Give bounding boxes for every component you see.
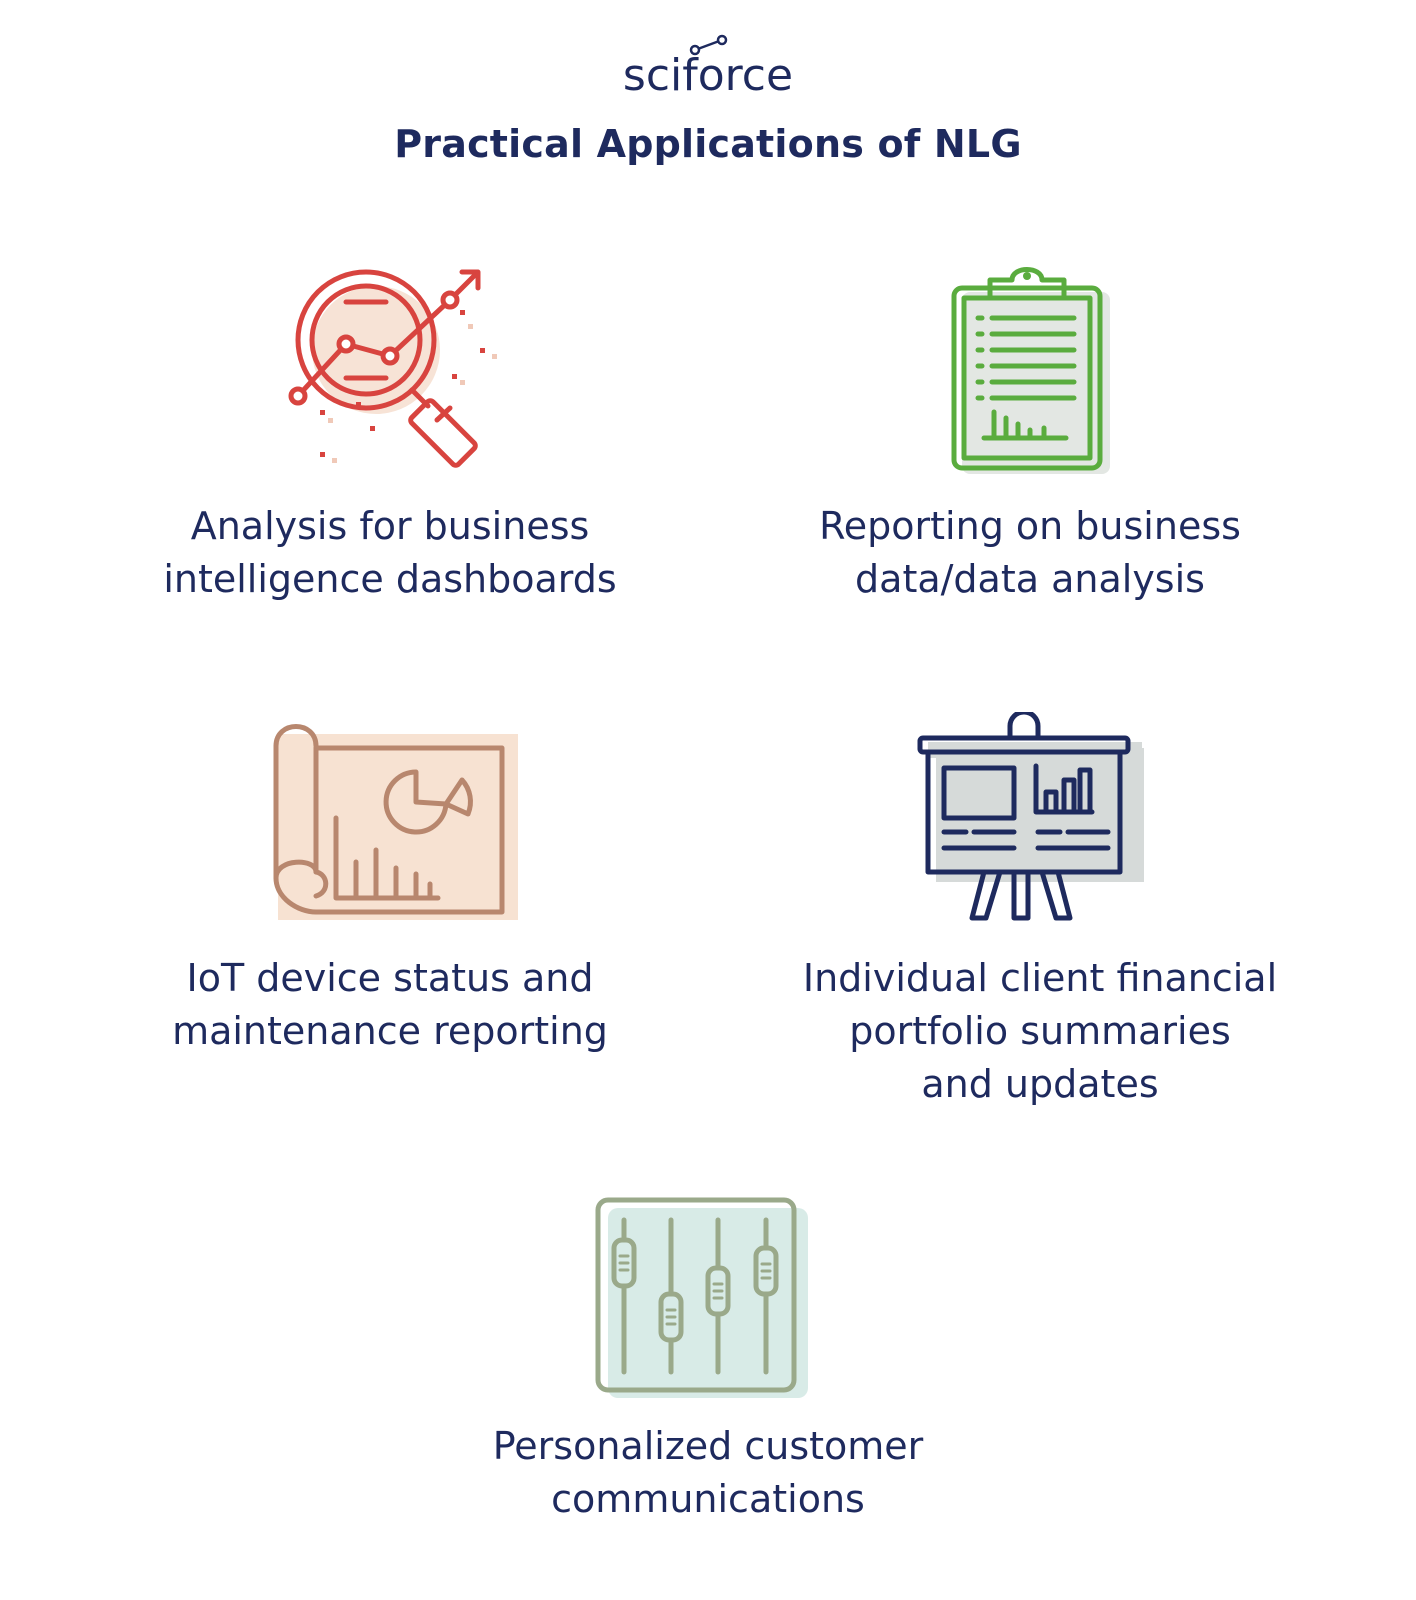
caption-customer-communications: Personalized customer communications [408,1420,1008,1526]
caption-line: IoT device status and [186,956,594,1000]
logo-text: sciforce [623,50,793,101]
caption-iot-reporting: IoT device status and maintenance report… [90,952,690,1058]
caption-portfolio-summaries: Individual client financial portfolio su… [730,952,1350,1111]
sciforce-logo-icon: sciforce [623,34,793,101]
caption-bi-dashboards: Analysis for business intelligence dashb… [90,500,690,606]
caption-line: maintenance reporting [172,1009,608,1053]
sliders-icon [594,1196,816,1402]
caption-line: communications [551,1477,865,1521]
caption-line: Reporting on business [819,504,1241,548]
page-title: Practical Applications of NLG [394,122,1022,166]
caption-line: intelligence dashboards [163,557,617,601]
caption-line: Individual client financial [802,956,1278,1000]
caption-line: Personalized customer [492,1424,924,1468]
caption-business-reporting: Reporting on business data/data analysis [730,500,1330,606]
caption-line: portfolio summaries [849,1009,1231,1053]
magnifier-chart-icon [280,262,510,472]
presentation-board-icon [914,709,1154,934]
caption-line: Analysis for business [190,504,590,548]
clipboard-report-icon [948,262,1118,477]
brand-logo: sciforce [0,28,1416,112]
blueprint-chart-icon [268,722,524,924]
caption-line: and updates [921,1062,1159,1106]
caption-line: data/data analysis [855,557,1205,601]
